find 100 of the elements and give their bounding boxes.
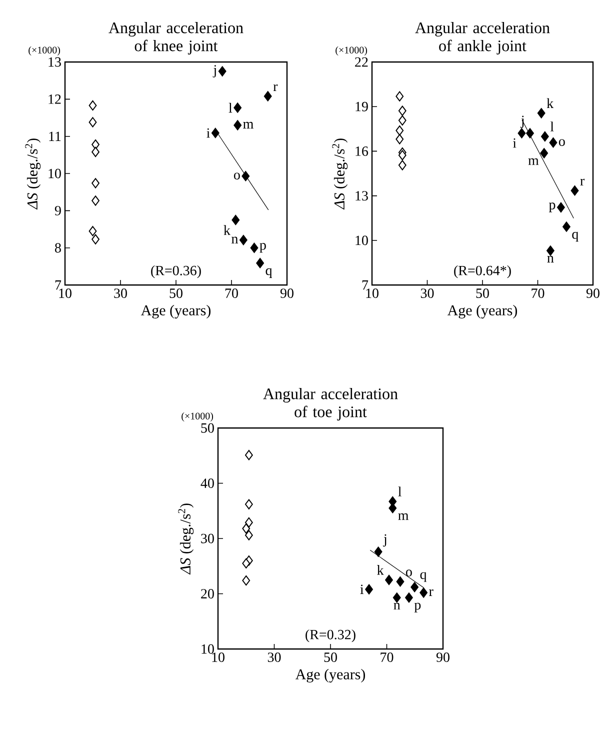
y-tick-label: 40 bbox=[200, 478, 214, 488]
y-tick-label: 16 bbox=[356, 146, 368, 156]
point bbox=[398, 150, 406, 160]
annotation: n bbox=[547, 256, 554, 262]
annotation: q bbox=[266, 268, 272, 278]
annotation: k bbox=[546, 98, 554, 108]
point bbox=[396, 91, 404, 102]
annotation: r bbox=[428, 589, 434, 596]
point bbox=[218, 66, 226, 76]
annotation: i bbox=[360, 584, 364, 594]
annotation: p bbox=[548, 202, 556, 212]
y-tick-label: 20 bbox=[200, 589, 214, 598]
point bbox=[232, 214, 240, 226]
annotation: j bbox=[520, 116, 524, 128]
x-tick-label: 10 bbox=[212, 652, 224, 662]
point bbox=[384, 574, 393, 586]
y-tick-label: 7 bbox=[362, 280, 368, 290]
point bbox=[398, 106, 406, 116]
point bbox=[562, 222, 570, 232]
point bbox=[518, 128, 526, 138]
y-tick-label: 50 bbox=[201, 423, 214, 433]
annotation: i bbox=[206, 128, 210, 138]
text: (×1000) bbox=[28, 46, 60, 56]
point bbox=[256, 258, 264, 268]
y-tick-label: 10 bbox=[48, 168, 61, 178]
point bbox=[234, 120, 242, 130]
point bbox=[242, 171, 250, 182]
point bbox=[526, 128, 534, 138]
point bbox=[91, 196, 100, 206]
annotation: (R=0.36) bbox=[150, 265, 201, 278]
annotation: l bbox=[398, 486, 402, 496]
point bbox=[404, 592, 413, 603]
x-tick-label: 70 bbox=[225, 288, 238, 298]
annotation: p bbox=[260, 243, 266, 253]
point bbox=[242, 558, 250, 568]
annotation: l bbox=[228, 102, 232, 113]
x-tick-label: 90 bbox=[436, 652, 450, 662]
annotation: l bbox=[550, 122, 554, 132]
point bbox=[396, 576, 404, 587]
point bbox=[396, 134, 404, 144]
point bbox=[88, 226, 97, 236]
x-tick-label: 90 bbox=[280, 288, 294, 298]
point bbox=[537, 108, 546, 118]
point bbox=[546, 246, 554, 256]
annotation: k bbox=[224, 225, 230, 235]
x-tick-label: 50 bbox=[170, 288, 182, 298]
y-tick-label: 30 bbox=[200, 534, 214, 544]
x-axis-title: Age (years) bbox=[140, 304, 210, 318]
x-tick-label: 30 bbox=[420, 288, 434, 298]
x-tick-label: 70 bbox=[532, 288, 544, 298]
annotation: p bbox=[414, 602, 420, 612]
y-tick-label: 12 bbox=[48, 94, 61, 104]
point bbox=[244, 517, 253, 528]
point bbox=[91, 178, 100, 188]
y-tick-label: 8 bbox=[54, 243, 61, 253]
point bbox=[244, 530, 253, 540]
annotation: m bbox=[242, 122, 254, 128]
annotation: n bbox=[231, 236, 238, 244]
y-tick-label: 9 bbox=[54, 206, 61, 216]
point bbox=[91, 139, 100, 150]
annotation: i bbox=[512, 138, 516, 148]
point bbox=[264, 91, 272, 102]
y-tick-label: 11 bbox=[49, 132, 60, 141]
y-tick-label: 13 bbox=[356, 191, 368, 201]
y-tick-label: 22 bbox=[354, 57, 368, 67]
annotation: m bbox=[398, 513, 408, 520]
point bbox=[242, 523, 250, 534]
point bbox=[410, 582, 418, 592]
y-tick-label: 10 bbox=[202, 644, 214, 654]
chart-title: Angular acceleration of toe joint bbox=[262, 388, 398, 420]
annotation: q bbox=[572, 232, 578, 242]
point bbox=[239, 234, 248, 246]
text: (×1000) bbox=[335, 46, 367, 56]
point bbox=[540, 131, 549, 142]
annotation: j bbox=[382, 534, 386, 547]
chart-title: Angular acceleration of ankle joint bbox=[414, 22, 550, 54]
x-axis-title: Age (years) bbox=[295, 668, 365, 682]
x-axis-title: Age (years) bbox=[447, 304, 517, 318]
x-tick-label: 50 bbox=[476, 288, 489, 298]
point bbox=[244, 499, 253, 510]
point bbox=[570, 186, 579, 196]
point bbox=[398, 160, 406, 170]
annotation: r bbox=[580, 178, 584, 186]
chart-title: Angular acceleration of knee joint bbox=[108, 22, 244, 54]
x-tick-label: 50 bbox=[324, 652, 337, 662]
y-tick-label: 19 bbox=[356, 102, 368, 112]
point bbox=[242, 575, 250, 586]
point bbox=[234, 102, 242, 113]
point bbox=[398, 115, 406, 126]
point bbox=[556, 202, 565, 212]
y-axis-title: ΔS (deg./s$^{2}$) bbox=[332, 138, 348, 210]
point bbox=[388, 503, 396, 514]
x-tick-label: 30 bbox=[268, 652, 281, 662]
point bbox=[244, 450, 253, 460]
point bbox=[392, 592, 401, 603]
annotation: (R=0.32) bbox=[305, 629, 356, 642]
point bbox=[250, 242, 258, 253]
point bbox=[211, 128, 220, 138]
y-tick-label: 10 bbox=[356, 236, 368, 246]
annotation: (R=0.64*) bbox=[454, 265, 511, 278]
